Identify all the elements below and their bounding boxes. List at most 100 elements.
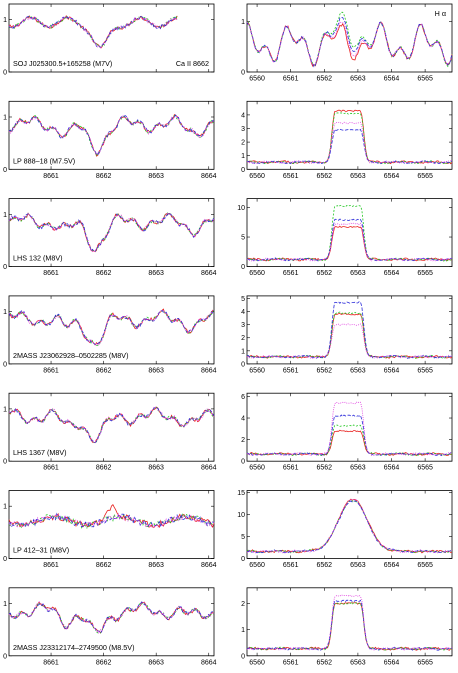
- series-red: [246, 21, 453, 67]
- x-tick-label: 8662: [96, 465, 112, 472]
- x-tick-label: 6565: [417, 465, 433, 472]
- y-tick-label: 0: [241, 167, 245, 174]
- x-tick-label: 8663: [148, 465, 164, 472]
- halpha-panel-1: 0 1 6560 6561 6562 6563 6564 6565 H α: [241, 3, 453, 83]
- x-tick-label: 6563: [350, 562, 366, 569]
- series-blue: [8, 15, 178, 48]
- x-tick-label: 6564: [384, 367, 400, 374]
- x-tick-label: 8663: [148, 659, 164, 666]
- ca-panel-6: 0 1 8661 8662 8663 8664 LP 412–31 (M8V): [3, 490, 217, 569]
- series-green: [246, 311, 452, 359]
- x-tick-label: 8664: [201, 270, 217, 277]
- series-magenta: [8, 600, 214, 634]
- series-green: [8, 602, 215, 634]
- panel-frame: [8, 100, 215, 170]
- panel-frame: [246, 100, 453, 170]
- x-tick-label: 8662: [96, 367, 112, 374]
- x-tick-label: 6565: [417, 562, 433, 569]
- x-tick-label: 6565: [417, 659, 433, 666]
- series-green: [8, 212, 215, 253]
- series-red: [246, 602, 453, 651]
- series-magenta: [8, 212, 215, 253]
- series-magenta: [246, 401, 452, 457]
- y-tick-label: 1: [3, 504, 7, 511]
- star-label: 2MASS J23062928–0502285 (M8V): [13, 351, 128, 360]
- series-red: [246, 313, 453, 359]
- panel-header-ca: Ca II 8662: [176, 59, 209, 68]
- series-red: [8, 308, 215, 346]
- y-tick-label: 0: [3, 361, 7, 368]
- x-tick-label: 8661: [43, 270, 59, 277]
- y-tick-label: 1: [241, 348, 245, 355]
- series-blue: [246, 17, 453, 68]
- x-tick-label: 6560: [249, 465, 265, 472]
- x-tick-label: 6562: [317, 76, 333, 83]
- y-tick-label: 2: [241, 140, 245, 147]
- y-tick-label: 1: [3, 17, 7, 24]
- x-tick-label: 6565: [417, 270, 433, 277]
- y-tick-label: 15: [237, 490, 245, 497]
- y-tick-label: 5: [241, 534, 245, 541]
- series-green: [246, 112, 453, 165]
- series-magenta: [246, 21, 453, 66]
- y-tick-label: 1: [3, 212, 7, 219]
- series-magenta: [246, 323, 453, 359]
- x-tick-label: 6560: [249, 562, 265, 569]
- y-tick-label: 1: [3, 309, 7, 316]
- panel-header-halpha: H α: [435, 9, 446, 18]
- y-tick-label: 0: [3, 167, 7, 174]
- halpha-panel-4: 0 1 2 3 4 5 6560 6561 6562 6563 6564 6565: [241, 295, 453, 374]
- series-magenta: [8, 15, 178, 50]
- series-green: [246, 424, 453, 457]
- x-tick-label: 6560: [249, 270, 265, 277]
- series-red: [8, 504, 215, 529]
- y-tick-label: 4: [241, 309, 245, 316]
- halpha-panel-7: 0 1 2 6560 6561 6562 6563 6564 6565: [241, 587, 453, 666]
- x-tick-label: 8662: [96, 659, 112, 666]
- x-tick-label: 6561: [283, 659, 299, 666]
- panel-frame: [246, 392, 453, 462]
- x-tick-label: 8662: [96, 562, 112, 569]
- halpha-panel-6: 0 5 10 15 6560 6561 6562 6563 6564 6565: [237, 490, 453, 569]
- y-tick-label: 10: [237, 512, 245, 519]
- y-tick-label: 0: [3, 653, 7, 660]
- series-red: [9, 212, 215, 253]
- series-blue: [8, 310, 215, 346]
- y-tick-label: 0: [3, 556, 7, 563]
- y-tick-label: 2: [241, 601, 245, 608]
- y-tick-label: 2: [241, 437, 245, 444]
- y-tick-label: 0: [241, 361, 245, 368]
- ca-panel-5: 0 1 8661 8662 8663 8664 LHS 1367 (M8V): [3, 392, 217, 472]
- x-tick-label: 6563: [350, 76, 366, 83]
- x-tick-label: 6562: [317, 173, 333, 180]
- y-tick-label: 0: [241, 459, 245, 466]
- y-tick-label: 2: [241, 335, 245, 342]
- x-tick-label: 8661: [43, 465, 59, 472]
- panel-frame: [8, 3, 215, 73]
- x-tick-label: 6560: [249, 367, 265, 374]
- panel-frame: [246, 3, 453, 73]
- x-tick-label: 8661: [43, 367, 59, 374]
- x-tick-label: 6564: [384, 173, 400, 180]
- panel-frame: [246, 198, 453, 268]
- x-tick-label: 6560: [249, 173, 265, 180]
- x-tick-label: 6562: [317, 367, 333, 374]
- x-tick-label: 8661: [43, 562, 59, 569]
- y-tick-label: 1: [241, 627, 245, 634]
- y-tick-label: 3: [241, 322, 245, 329]
- series-green: [246, 204, 453, 262]
- x-tick-label: 6563: [350, 367, 366, 374]
- y-tick-label: 5: [241, 235, 245, 242]
- y-tick-label: 5: [241, 296, 245, 303]
- x-tick-label: 6562: [317, 465, 333, 472]
- series-red: [246, 109, 453, 165]
- y-tick-label: 0: [3, 459, 7, 466]
- series-red: [8, 113, 215, 157]
- panel-frame: [246, 587, 453, 657]
- x-tick-label: 6561: [283, 465, 299, 472]
- x-tick-label: 6560: [249, 76, 265, 83]
- x-tick-label: 6564: [384, 76, 400, 83]
- series-red: [246, 429, 453, 457]
- star-label: LHS 1367 (M8V): [13, 448, 67, 457]
